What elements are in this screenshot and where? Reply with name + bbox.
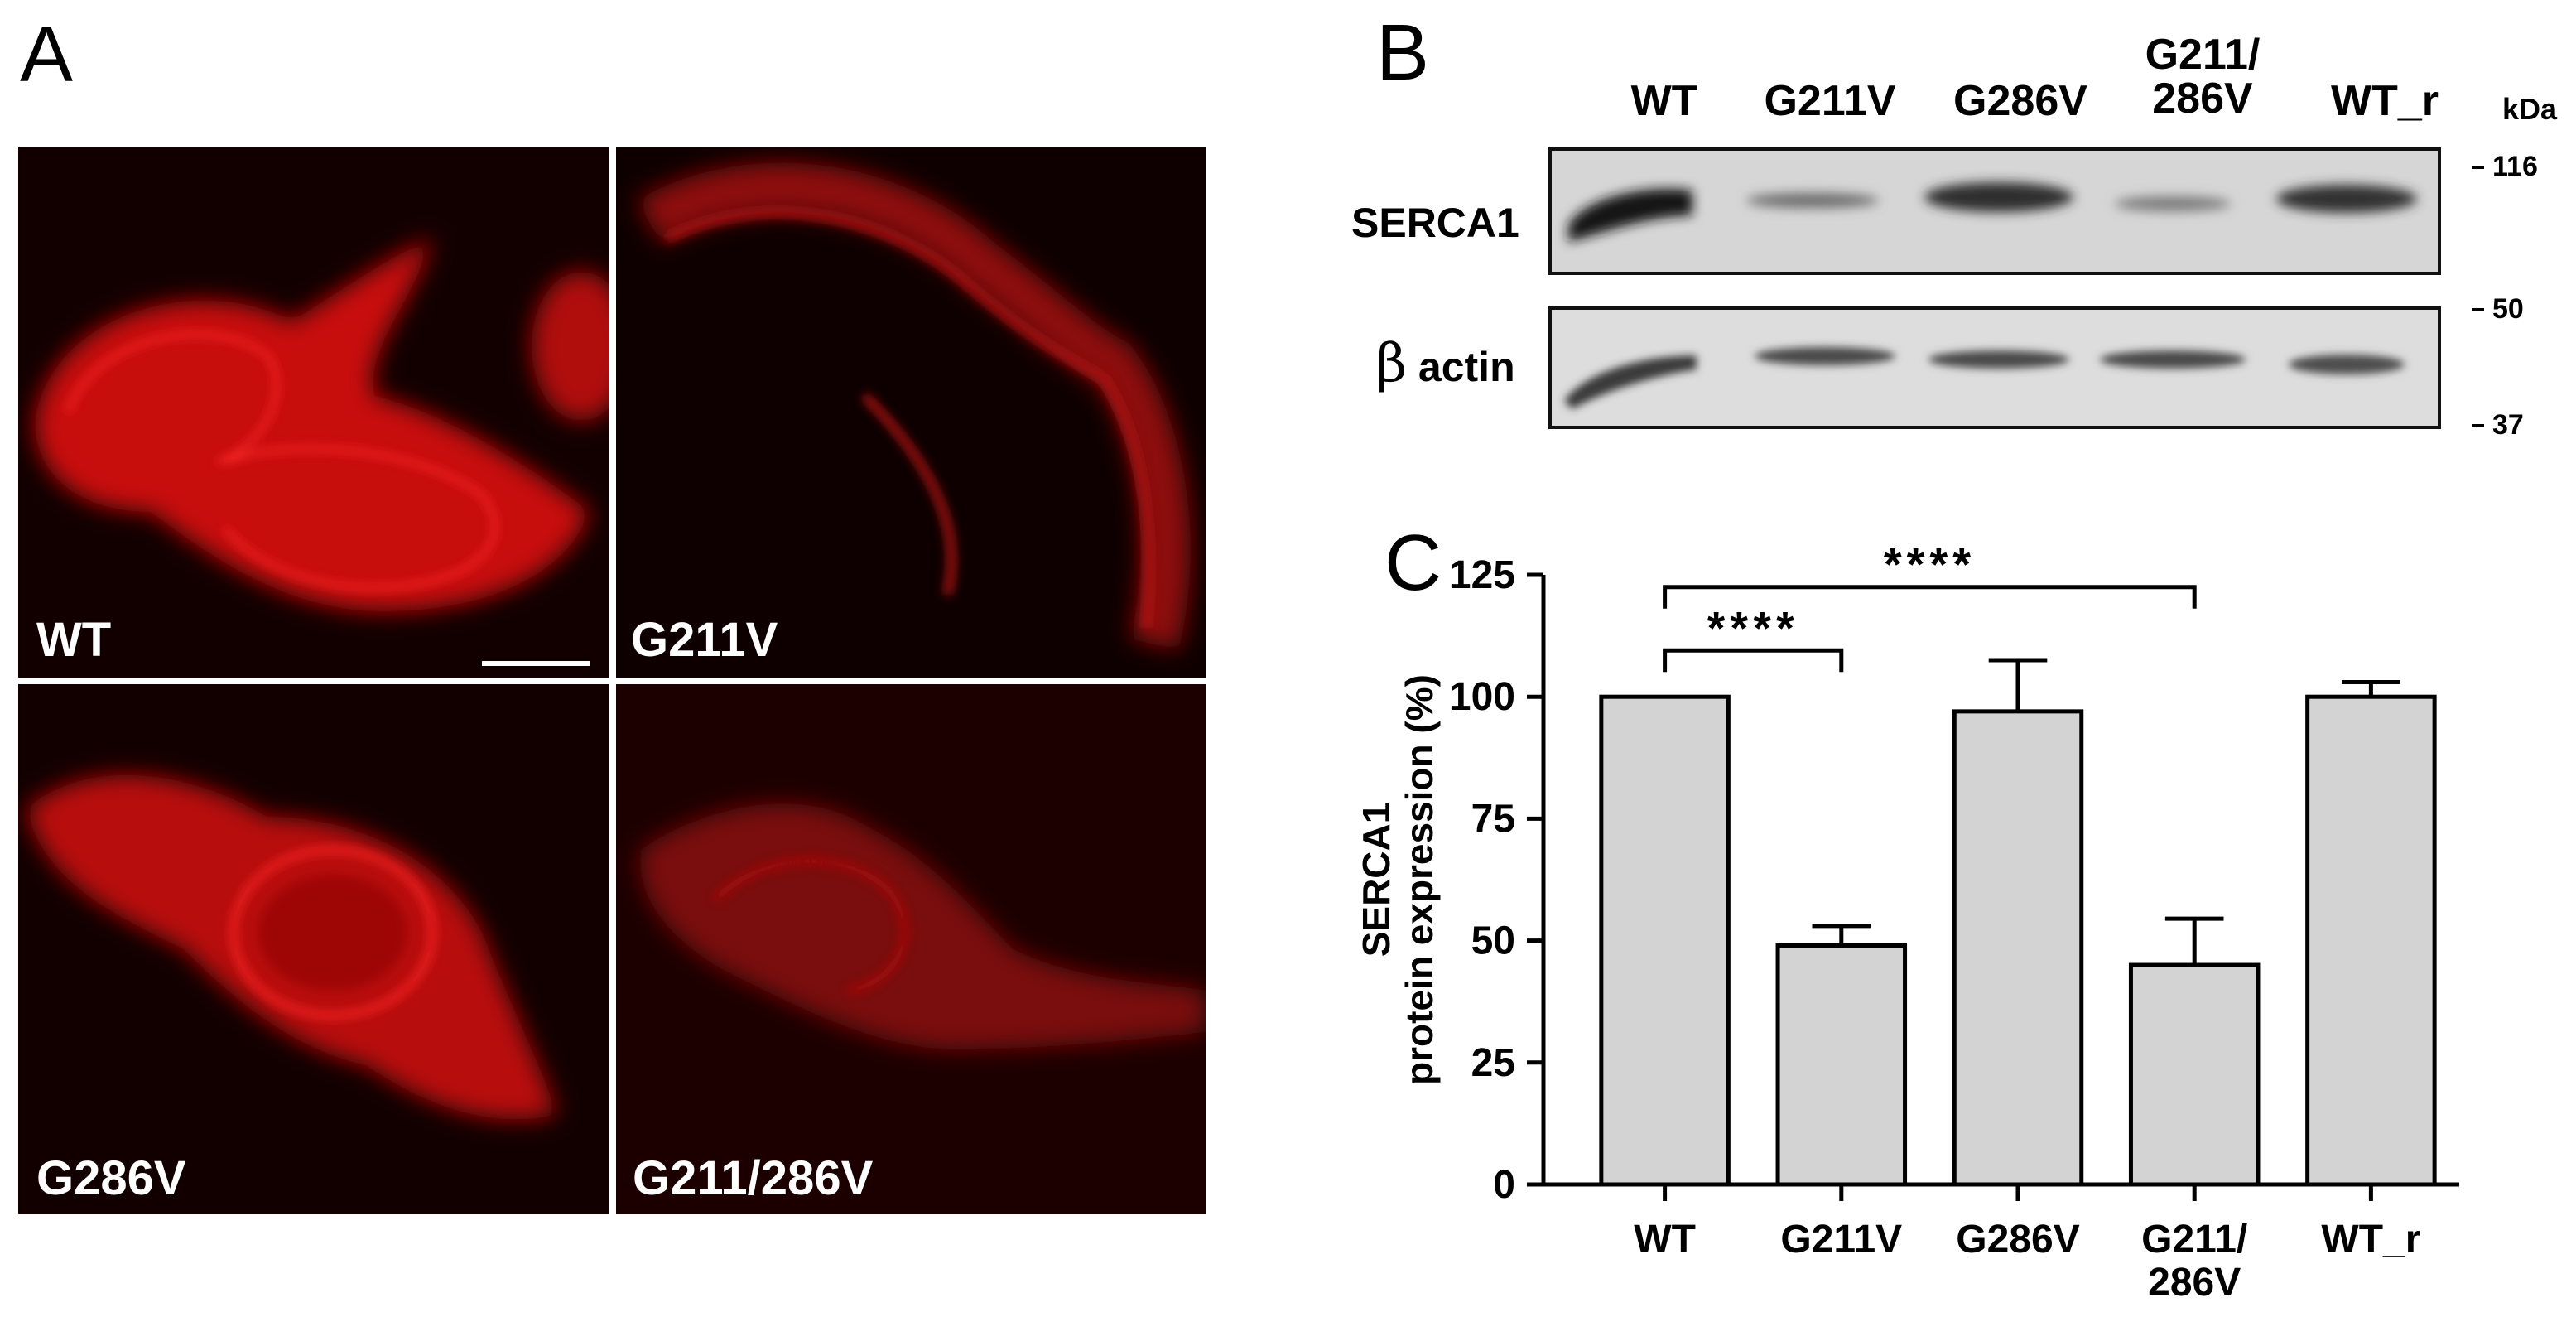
lane-label-wt-r: WT_r: [2331, 77, 2439, 125]
micrograph-label-g211-286v: G211/286V: [633, 1151, 874, 1205]
x-tick-label-3-line2: 286V: [2148, 1261, 2241, 1305]
marker-37-tick: [2472, 424, 2484, 427]
beta-symbol: β: [1376, 333, 1407, 394]
y-tick-label-0: 0: [1493, 1163, 1515, 1207]
x-tick-label-1: G211V: [1780, 1218, 1902, 1262]
micrograph-g286v: G286V: [18, 684, 609, 1214]
y-axis-label: SERCA1protein expression (%): [1355, 674, 1441, 1085]
blot-actin-bands: [1564, 347, 2405, 409]
micrograph-grid: WT G211V G286V: [18, 147, 1206, 1214]
significance-bracket-1: [1663, 585, 2197, 609]
micrograph-label-g286v: G286V: [36, 1151, 186, 1205]
micrograph-g211v: G211V: [616, 147, 1206, 678]
bar-4: [2305, 694, 2437, 1187]
y-tick-label-4: 100: [1449, 675, 1515, 719]
marker-116: 116: [2492, 151, 2538, 182]
micrograph-g211-286v: G211/286V: [616, 684, 1206, 1214]
significance-label-1: ****: [1884, 538, 1976, 591]
bar-2: [1952, 709, 2084, 1187]
micrograph-wt: WT: [18, 147, 609, 678]
y-axis-label-line1: SERCA1: [1355, 803, 1398, 958]
blot-serca1-bands: [1552, 151, 2438, 272]
bar-3: [2128, 962, 2261, 1187]
panel-b-letter: B: [1376, 8, 1430, 97]
kda-unit: kDa: [2502, 92, 2558, 126]
bar-1: [1775, 943, 1908, 1187]
lane-label-g286v: G286V: [1953, 77, 2087, 125]
scale-bar: [482, 661, 590, 666]
lane-label-wt: WT: [1630, 77, 1698, 125]
micrograph-label-g211v: G211V: [631, 613, 778, 667]
blot-beta-actin: [1548, 306, 2441, 429]
significance-bracket-0: [1663, 648, 1844, 673]
panel-a-letter: A: [20, 10, 74, 99]
marker-50: 50: [2492, 293, 2524, 325]
actin-text: actin: [1418, 344, 1515, 390]
bar-0: [1599, 694, 1731, 1187]
cell-image-g211-286v: [640, 803, 1206, 1050]
x-tick-label-2: G286V: [1956, 1218, 2079, 1262]
x-tick-label-0: WT: [1634, 1218, 1696, 1262]
marker-50-tick: [2472, 308, 2484, 311]
micrograph-label-wt: WT: [36, 613, 112, 667]
lane-label-g211-286v: G211/ 286V: [2145, 31, 2261, 123]
bar-chart: 0 25 50 75 100 125 SERCA1protein expression (%…: [1355, 538, 2459, 1305]
y-axis-label-line2: protein expression (%): [1398, 674, 1441, 1085]
y-tick-label-2: 50: [1471, 919, 1515, 963]
marker-116-tick: [2472, 166, 2484, 169]
lane-label-g211v: G211V: [1764, 77, 1896, 125]
cell-image-wt: [35, 239, 609, 611]
x-tick-label-4: WT_r: [2321, 1218, 2420, 1262]
y-tick-label-1: 25: [1471, 1041, 1515, 1085]
cell-image-g286v: [26, 774, 556, 1120]
y-tick-label-5: 125: [1449, 553, 1515, 597]
row-label-beta-actin: β actin: [1376, 333, 1515, 394]
x-tick-label-3-line1: G211/: [2141, 1218, 2247, 1262]
significance-label-0: ****: [1707, 601, 1799, 654]
marker-37: 37: [2492, 409, 2524, 441]
y-tick-label-3: 75: [1471, 797, 1515, 841]
cell-image-g211v: [636, 162, 1191, 651]
row-label-serca1: SERCA1: [1351, 200, 1519, 246]
blot-serca1: [1548, 147, 2441, 275]
panel-c-letter: C: [1384, 519, 1442, 607]
